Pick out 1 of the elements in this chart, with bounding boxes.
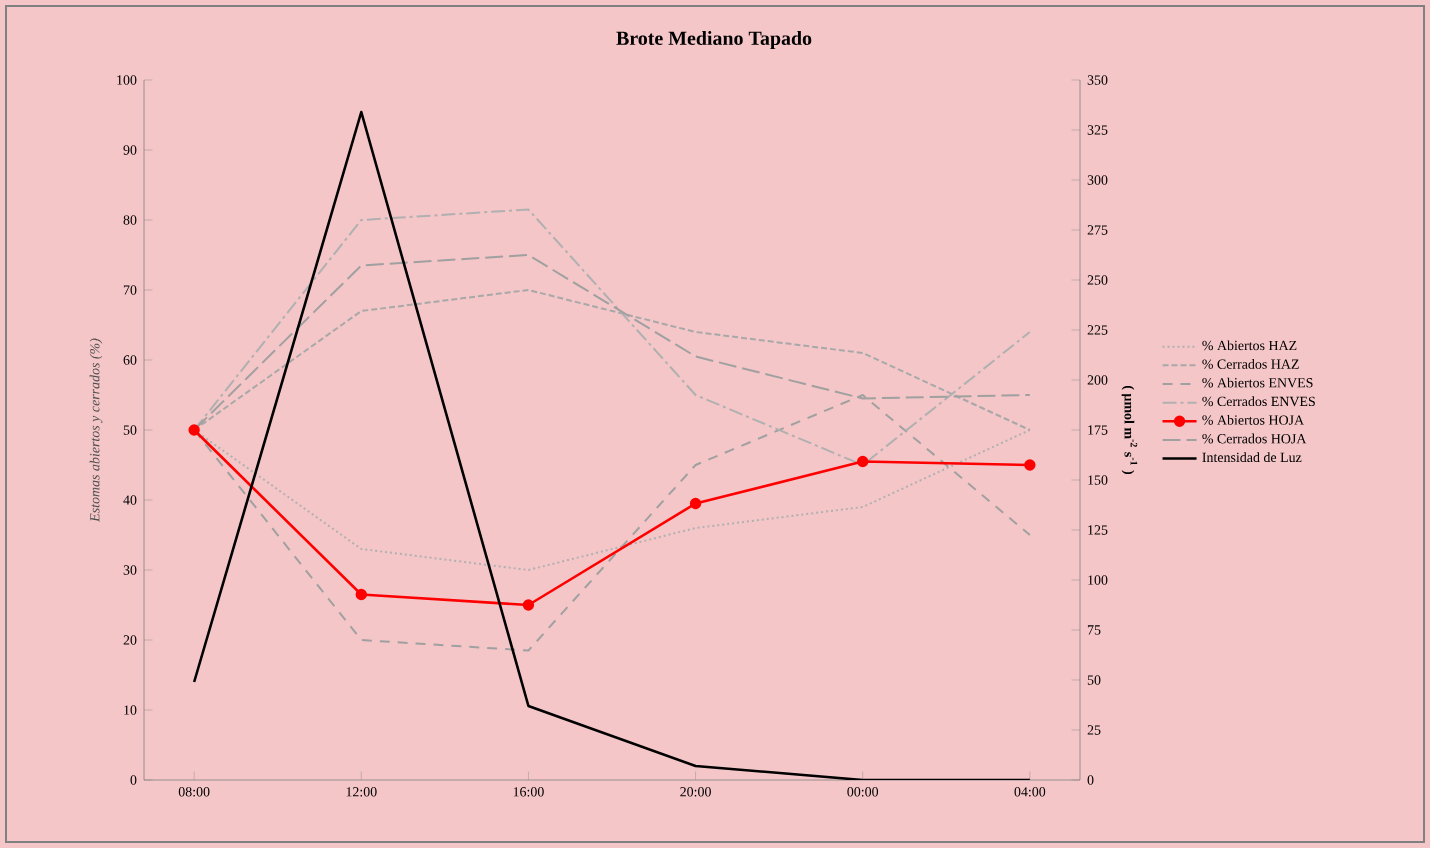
chart-title: Brote Mediano Tapado xyxy=(616,30,812,50)
